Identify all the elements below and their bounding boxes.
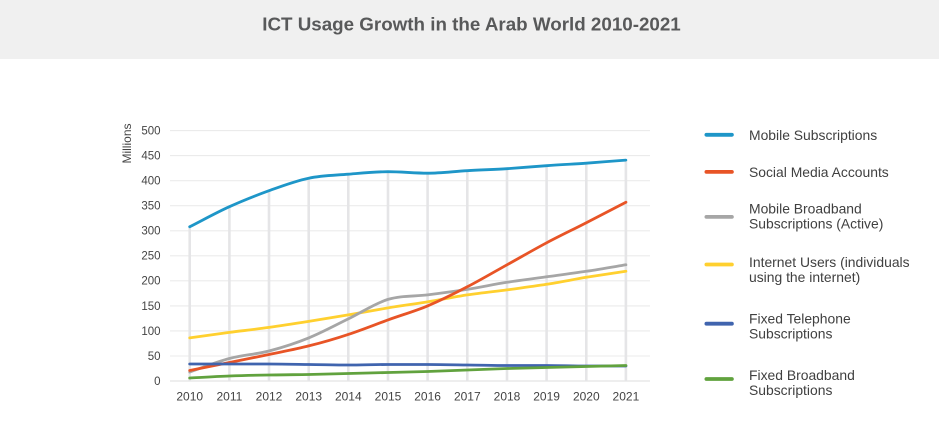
svg-text:2019: 2019 — [533, 389, 560, 403]
svg-text:Fixed Broadband: Fixed Broadband — [749, 367, 855, 383]
svg-text:2016: 2016 — [414, 389, 441, 403]
svg-text:2010: 2010 — [176, 389, 203, 403]
svg-text:2018: 2018 — [494, 389, 521, 403]
svg-text:350: 350 — [141, 201, 160, 213]
svg-text:2013: 2013 — [295, 389, 322, 403]
svg-text:Fixed Telephone: Fixed Telephone — [749, 311, 851, 327]
svg-text:2021: 2021 — [613, 389, 640, 403]
svg-text:using the internet): using the internet) — [749, 269, 860, 285]
svg-text:450: 450 — [141, 151, 160, 163]
svg-text:Mobile Subscriptions: Mobile Subscriptions — [749, 127, 877, 143]
svg-text:2014: 2014 — [335, 389, 362, 403]
svg-text:2011: 2011 — [216, 389, 242, 403]
svg-text:2017: 2017 — [454, 389, 481, 403]
svg-text:0: 0 — [154, 376, 160, 388]
svg-text:Millions: Millions — [120, 123, 134, 163]
svg-text:300: 300 — [141, 226, 160, 238]
svg-text:2012: 2012 — [256, 389, 283, 403]
svg-text:Mobile Broadband: Mobile Broadband — [749, 201, 862, 217]
svg-text:Social Media Accounts: Social Media Accounts — [749, 164, 889, 180]
svg-text:Subscriptions: Subscriptions — [749, 325, 832, 341]
svg-text:250: 250 — [141, 251, 160, 263]
svg-text:Subscriptions: Subscriptions — [749, 382, 832, 398]
svg-text:ICT Usage Growth in the Arab W: ICT Usage Growth in the Arab World 2010-… — [262, 13, 681, 34]
svg-text:200: 200 — [141, 276, 160, 288]
svg-text:2020: 2020 — [573, 389, 600, 403]
svg-text:2015: 2015 — [375, 389, 402, 403]
svg-text:Internet Users (individuals: Internet Users (individuals — [749, 254, 910, 270]
svg-text:400: 400 — [141, 176, 160, 188]
svg-text:100: 100 — [141, 326, 160, 338]
svg-text:Subscriptions (Active): Subscriptions (Active) — [749, 215, 883, 231]
svg-text:500: 500 — [141, 126, 160, 138]
svg-text:150: 150 — [141, 301, 160, 313]
svg-text:50: 50 — [148, 351, 161, 363]
